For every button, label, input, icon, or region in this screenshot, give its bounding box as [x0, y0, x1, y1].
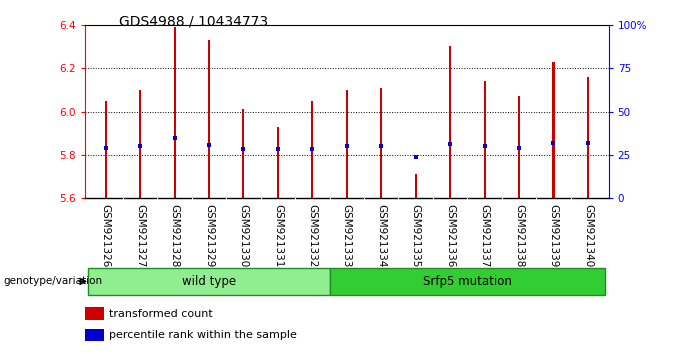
Text: GSM921328: GSM921328: [169, 204, 180, 267]
Text: GSM921336: GSM921336: [445, 204, 455, 267]
Text: GSM921331: GSM921331: [273, 204, 283, 267]
Bar: [85, 307, 104, 320]
Text: transformed count: transformed count: [109, 309, 212, 319]
Text: GSM921339: GSM921339: [549, 204, 558, 267]
Text: GSM921337: GSM921337: [479, 204, 490, 267]
Bar: [85, 329, 104, 341]
Bar: [552, 62, 554, 198]
Bar: [105, 101, 107, 198]
Bar: [415, 175, 417, 198]
Bar: [449, 46, 451, 198]
Bar: [330, 268, 605, 295]
Text: GSM921329: GSM921329: [204, 204, 214, 267]
Text: GSM921334: GSM921334: [376, 204, 386, 267]
Bar: [380, 88, 382, 198]
Text: GSM921335: GSM921335: [411, 204, 421, 267]
Text: GSM921333: GSM921333: [342, 204, 352, 267]
Bar: [587, 77, 589, 198]
Text: Srfp5 mutation: Srfp5 mutation: [423, 275, 512, 288]
Bar: [173, 27, 175, 198]
Bar: [88, 268, 330, 295]
Text: wild type: wild type: [182, 275, 236, 288]
Bar: [243, 109, 245, 198]
Text: GSM921340: GSM921340: [583, 204, 593, 267]
Text: GDS4988 / 10434773: GDS4988 / 10434773: [119, 14, 268, 28]
Bar: [483, 81, 486, 198]
Bar: [208, 40, 210, 198]
Text: GSM921330: GSM921330: [239, 204, 248, 267]
Bar: [345, 90, 348, 198]
Text: genotype/variation: genotype/variation: [3, 276, 103, 286]
Text: GSM921332: GSM921332: [307, 204, 318, 267]
Bar: [518, 96, 520, 198]
Text: GSM921326: GSM921326: [101, 204, 111, 267]
Bar: [311, 101, 313, 198]
Text: GSM921327: GSM921327: [135, 204, 145, 267]
Bar: [139, 90, 141, 198]
Text: percentile rank within the sample: percentile rank within the sample: [109, 330, 296, 340]
Text: GSM921338: GSM921338: [514, 204, 524, 267]
Bar: [277, 127, 279, 198]
